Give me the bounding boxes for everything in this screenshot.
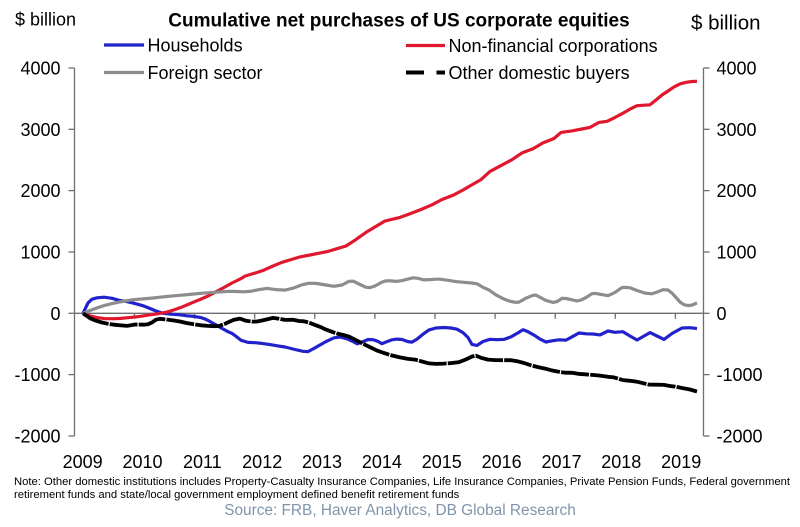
- svg-text:Non-financial corporations: Non-financial corporations: [449, 36, 658, 56]
- svg-text:3000: 3000: [717, 120, 757, 140]
- svg-text:1000: 1000: [717, 243, 757, 263]
- svg-text:2012: 2012: [242, 452, 282, 472]
- svg-text:Foreign sector: Foreign sector: [148, 63, 263, 83]
- svg-text:2013: 2013: [302, 452, 342, 472]
- svg-text:1000: 1000: [20, 243, 60, 263]
- svg-text:0: 0: [50, 304, 60, 324]
- svg-text:2014: 2014: [362, 452, 402, 472]
- svg-text:2011: 2011: [183, 452, 222, 472]
- svg-text:-1000: -1000: [14, 365, 60, 385]
- svg-text:$ billion: $ billion: [691, 12, 761, 35]
- svg-text:2015: 2015: [422, 452, 462, 472]
- svg-text:2017: 2017: [541, 452, 581, 472]
- svg-text:Other domestic buyers: Other domestic buyers: [449, 63, 630, 83]
- svg-text:Note: Other domestic instituti: Note: Other domestic institutions includ…: [14, 476, 791, 488]
- svg-text:2000: 2000: [717, 181, 757, 201]
- svg-text:-1000: -1000: [717, 365, 763, 385]
- svg-text:retirement funds and state/loc: retirement funds and state/local governm…: [14, 489, 460, 501]
- svg-text:$ billion: $ billion: [15, 10, 76, 30]
- svg-text:-2000: -2000: [717, 427, 763, 447]
- svg-text:4000: 4000: [20, 59, 60, 79]
- svg-text:2016: 2016: [482, 452, 522, 472]
- svg-text:3000: 3000: [20, 120, 60, 140]
- svg-text:4000: 4000: [717, 59, 757, 79]
- svg-text:2000: 2000: [20, 181, 60, 201]
- svg-text:2010: 2010: [122, 452, 162, 472]
- svg-text:2019: 2019: [661, 452, 701, 472]
- svg-text:-2000: -2000: [14, 427, 60, 447]
- svg-text:2009: 2009: [63, 452, 103, 472]
- svg-text:2018: 2018: [601, 452, 641, 472]
- svg-text:0: 0: [717, 304, 727, 324]
- svg-text:Cumulative net purchases of US: Cumulative net purchases of US corporate…: [168, 11, 629, 32]
- svg-text:Households: Households: [148, 36, 243, 56]
- svg-text:Source: FRB, Haver Analytics,: Source: FRB, Haver Analytics, DB Global …: [224, 502, 576, 519]
